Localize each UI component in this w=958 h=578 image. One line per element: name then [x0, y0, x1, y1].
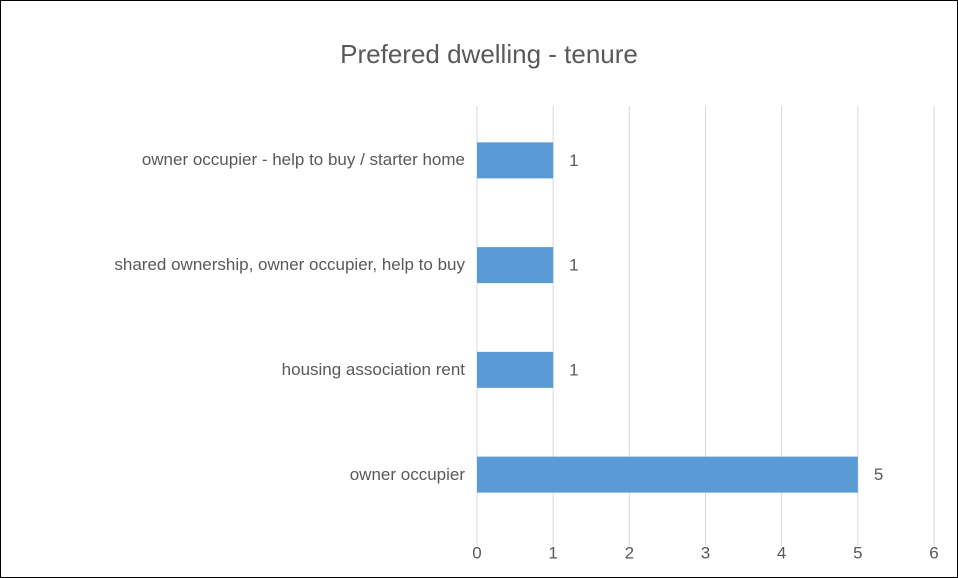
y-tick-label: owner occupier - help to buy / starter h…	[141, 150, 465, 170]
x-tick-label: 5	[853, 543, 862, 562]
category-label-box: owner occupier	[15, 462, 465, 488]
y-tick-label: housing association rent	[281, 359, 465, 379]
y-tick-label: shared ownership, owner occupier, help t…	[114, 255, 465, 275]
bar	[477, 351, 554, 388]
bar	[477, 142, 554, 179]
data-label: 5	[874, 465, 883, 484]
data-label: 1	[569, 151, 578, 170]
x-tick-label: 4	[777, 543, 786, 562]
x-tick-label: 2	[625, 543, 634, 562]
x-tick-label: 0	[472, 543, 481, 562]
data-label: 1	[569, 256, 578, 275]
x-tick-label: 6	[929, 543, 938, 562]
category-label-box: owner occupier - help to buy / starter h…	[15, 147, 465, 173]
bar	[477, 456, 858, 493]
y-tick-label: owner occupier	[349, 464, 465, 484]
category-label-box: shared ownership, owner occupier, help t…	[15, 252, 465, 278]
x-tick-label: 3	[701, 543, 710, 562]
chart-title: Prefered dwelling - tenure	[340, 39, 638, 69]
bar	[477, 247, 554, 284]
data-label: 1	[569, 360, 578, 379]
category-label-box: housing association rent	[15, 357, 465, 383]
x-tick-label: 1	[548, 543, 557, 562]
